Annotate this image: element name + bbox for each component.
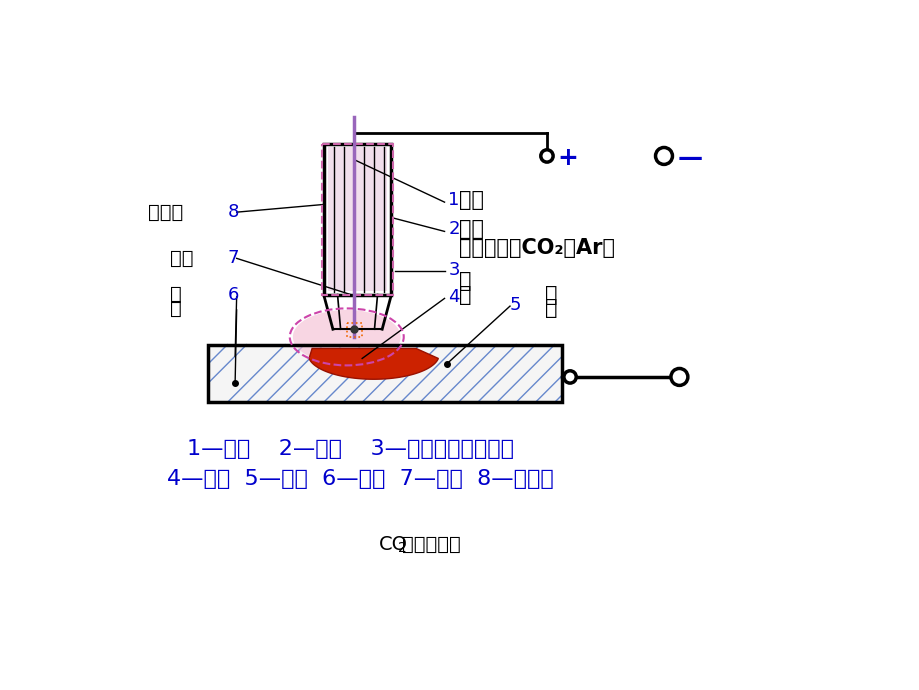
Text: —: — [677, 146, 702, 170]
Bar [208, 344, 562, 402]
Text: 2: 2 [448, 220, 460, 238]
Text: 7: 7 [227, 249, 239, 267]
Bar [328, 148, 386, 291]
Text: 池: 池 [459, 286, 471, 305]
Text: 气体保护焊: 气体保护焊 [402, 535, 460, 554]
Text: 1: 1 [448, 191, 460, 209]
Text: 4—燔池  5—焊缝  6—焊件  7—电弧  8—导电嘴: 4—燔池 5—焊缝 6—焊件 7—电弧 8—导电嘴 [167, 469, 553, 489]
Text: 电弧: 电弧 [169, 249, 193, 268]
Circle shape [670, 368, 687, 386]
Text: 2: 2 [397, 541, 406, 555]
Text: 缝: 缝 [544, 298, 557, 318]
Text: 喷嘴: 喷嘴 [459, 219, 483, 239]
Text: 焊丝: 焊丝 [459, 190, 483, 210]
Text: 保护气体（CO₂或Ar）: 保护气体（CO₂或Ar） [459, 238, 615, 258]
Bar [208, 344, 562, 402]
Text: 1—焊丝    2—喂嘴    3—二氧化碳保护气流: 1—焊丝 2—喂嘴 3—二氧化碳保护气流 [187, 439, 513, 459]
Text: CO: CO [379, 535, 408, 554]
Circle shape [540, 150, 552, 162]
Text: 8: 8 [227, 203, 239, 221]
Bar [323, 144, 391, 295]
Ellipse shape [292, 310, 401, 364]
Text: 熔: 熔 [459, 271, 471, 291]
Text: 4: 4 [448, 288, 460, 306]
Circle shape [655, 148, 672, 164]
Text: 3: 3 [448, 261, 460, 279]
Circle shape [563, 371, 575, 383]
Text: 导电嘴: 导电嘴 [148, 203, 183, 221]
Text: 6: 6 [227, 286, 239, 304]
Bar [346, 323, 362, 337]
Text: 焊: 焊 [169, 285, 181, 304]
Polygon shape [309, 348, 437, 380]
Text: 5: 5 [509, 295, 521, 313]
Text: +: + [557, 146, 578, 170]
Text: 焊: 焊 [544, 284, 557, 304]
Text: 件: 件 [169, 299, 181, 318]
